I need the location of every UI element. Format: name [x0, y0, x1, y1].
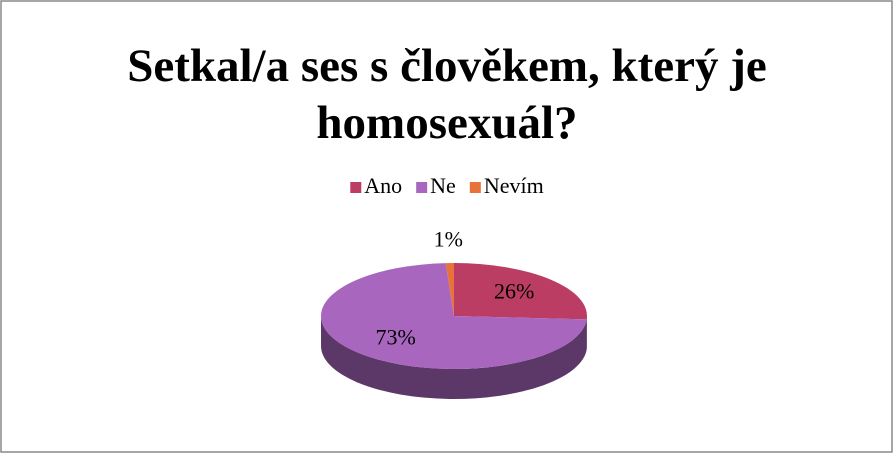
- legend-swatch: [469, 182, 481, 193]
- data-label: 73%: [376, 324, 416, 349]
- legend-swatch: [416, 182, 428, 193]
- legend-label: Ano: [364, 173, 402, 198]
- pie-side: [321, 316, 587, 399]
- pie-slice: [321, 263, 587, 369]
- legend-swatch: [350, 182, 362, 193]
- legend-label: Nevím: [484, 173, 544, 198]
- legend-label: Ne: [430, 173, 456, 198]
- pie-slice: [445, 263, 454, 316]
- data-label: 26%: [494, 279, 534, 304]
- pie-slice: [454, 263, 587, 320]
- data-label: 1%: [434, 226, 463, 251]
- chart-title: Setkal/a ses s člověkem, který je homosex…: [127, 40, 767, 149]
